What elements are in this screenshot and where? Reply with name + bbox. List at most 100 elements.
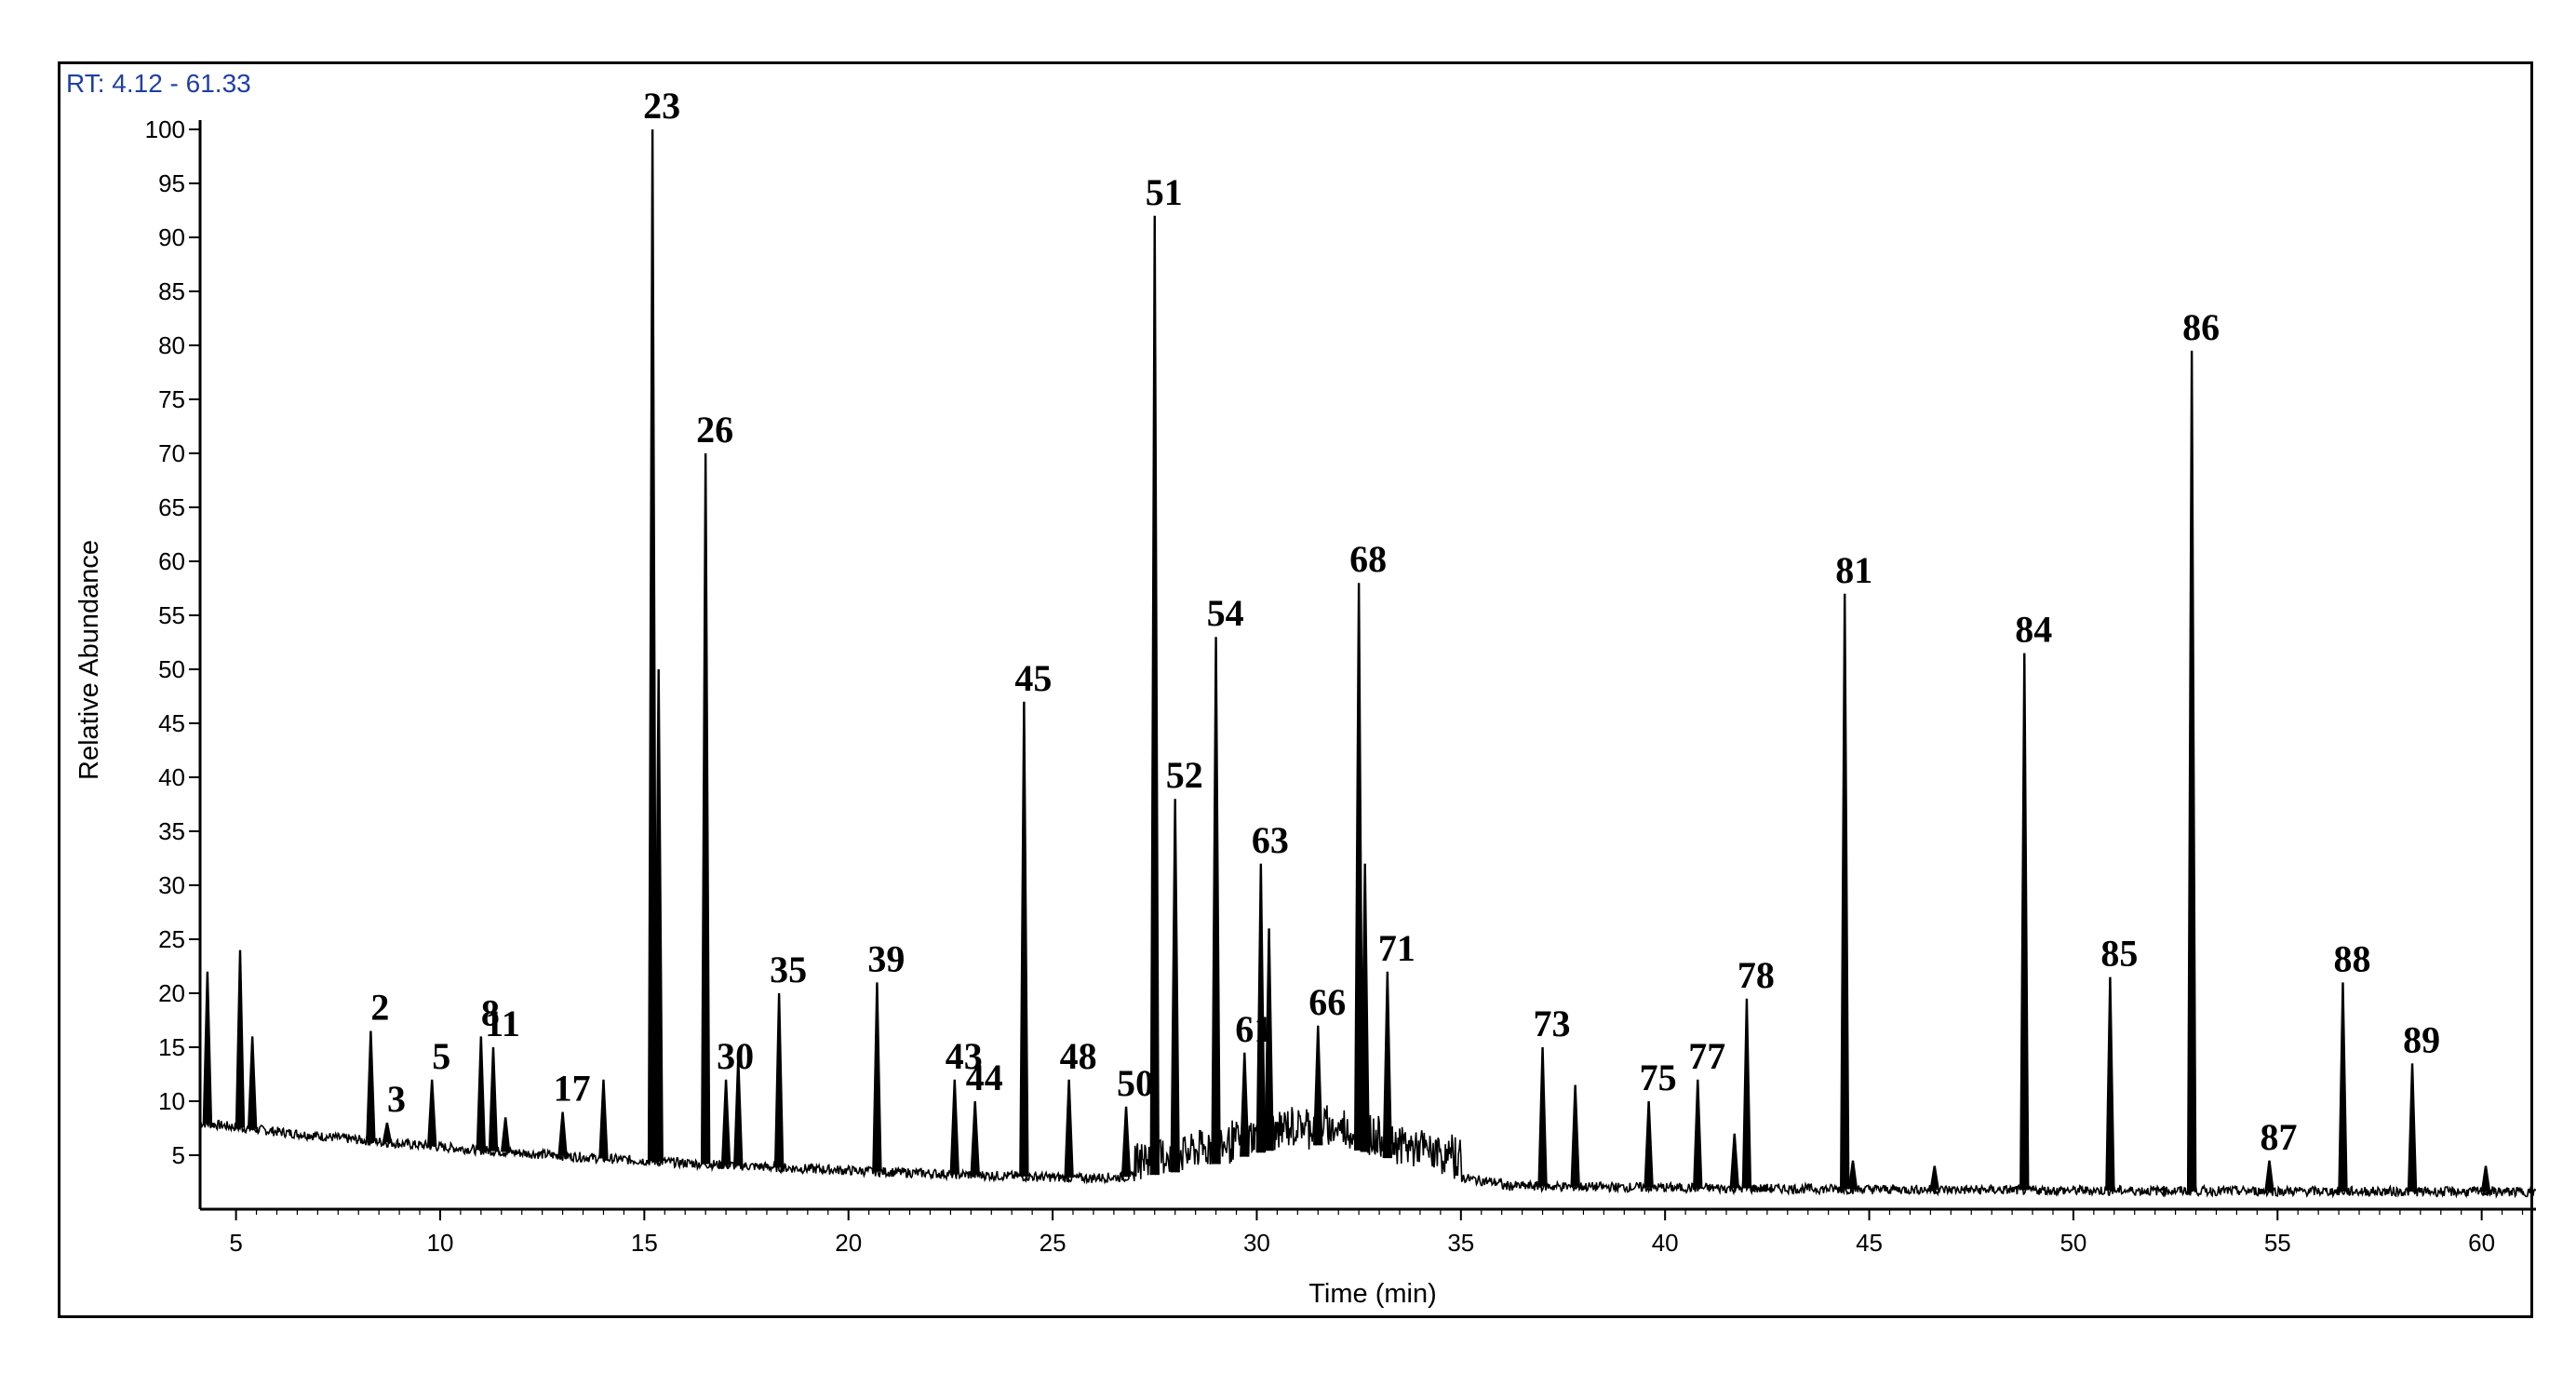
peak-mark bbox=[949, 1079, 959, 1175]
y-tick-label: 35 bbox=[158, 817, 185, 845]
rt-range-label: RT: 4.12 - 61.33 bbox=[66, 69, 251, 98]
peak-label: 73 bbox=[1534, 1003, 1571, 1044]
peak-mark bbox=[2019, 653, 2030, 1191]
peak-label: 5 bbox=[432, 1035, 450, 1077]
peak-mark bbox=[1353, 583, 1364, 1151]
peak-mark bbox=[1170, 799, 1180, 1173]
peak-label: 84 bbox=[2015, 609, 2052, 651]
peak-label: 45 bbox=[1014, 657, 1052, 699]
peak-label: 35 bbox=[770, 949, 807, 990]
x-tick-label: 30 bbox=[1243, 1229, 1270, 1257]
y-tick-label: 70 bbox=[158, 439, 185, 467]
x-tick-label: 20 bbox=[835, 1229, 862, 1257]
y-tick-label: 30 bbox=[158, 871, 185, 899]
peak-label: 26 bbox=[696, 409, 733, 451]
y-tick-label: 50 bbox=[158, 655, 185, 683]
y-tick-label: 90 bbox=[158, 223, 185, 251]
peak-mark bbox=[2480, 1165, 2491, 1192]
peak-mark bbox=[235, 949, 246, 1128]
peak-label: 81 bbox=[1835, 549, 1872, 591]
peak-label: 11 bbox=[485, 1003, 520, 1044]
peak-label: 50 bbox=[1117, 1062, 1154, 1104]
y-tick-label: 100 bbox=[145, 115, 185, 143]
peak-label: 75 bbox=[1640, 1057, 1677, 1098]
peak-mark bbox=[1693, 1079, 1703, 1189]
chromatogram-frame: RT: 4.12 - 61.33 5 10 15 20 25 30 35 40 45 50 55 60… bbox=[58, 61, 2536, 1318]
peak-label: 52 bbox=[1166, 754, 1203, 796]
peak-mark bbox=[1382, 971, 1393, 1159]
y-tick-label: 5 bbox=[172, 1141, 185, 1169]
peak-mark bbox=[1741, 998, 1752, 1189]
x-tick-label: 15 bbox=[631, 1229, 658, 1257]
peak-mark bbox=[2338, 982, 2348, 1192]
y-axis-title: Relative Abundance bbox=[74, 540, 104, 780]
y-tick-label: 15 bbox=[158, 1033, 185, 1061]
peak-mark bbox=[1537, 1046, 1548, 1187]
y-tick-label: 45 bbox=[158, 709, 185, 737]
peak-mark bbox=[2264, 1160, 2274, 1192]
peak-mark bbox=[366, 1030, 376, 1141]
y-tick-label: 85 bbox=[158, 277, 185, 305]
peak-label: 78 bbox=[1737, 954, 1775, 996]
x-tick-label: 10 bbox=[427, 1229, 454, 1257]
x-tick-label: 25 bbox=[1040, 1229, 1067, 1257]
peak-mark bbox=[1313, 1025, 1323, 1146]
peak-mark bbox=[247, 1036, 258, 1129]
peak-label: 77 bbox=[1688, 1035, 1725, 1077]
peak-label: 8 bbox=[481, 991, 500, 1033]
peak-mark bbox=[2186, 350, 2197, 1192]
x-tick-label: 35 bbox=[1447, 1229, 1474, 1257]
x-tick-label: 45 bbox=[1856, 1229, 1883, 1257]
peak-label: 66 bbox=[1308, 981, 1346, 1023]
peak-mark bbox=[970, 1100, 980, 1176]
y-tick-label: 40 bbox=[158, 763, 185, 791]
peak-label: 17 bbox=[554, 1068, 591, 1110]
peak-label: 2 bbox=[370, 987, 389, 1029]
y-tick-label: 75 bbox=[158, 385, 185, 413]
trace-group bbox=[199, 128, 2536, 1199]
peak-mark bbox=[773, 992, 785, 1168]
peak-mark bbox=[733, 1057, 744, 1166]
peak-mark bbox=[476, 1036, 487, 1151]
peak-mark bbox=[1644, 1100, 1654, 1188]
peak-label: 48 bbox=[1060, 1035, 1097, 1077]
peak-mark bbox=[1064, 1079, 1074, 1178]
peak-mark bbox=[488, 1046, 499, 1151]
peak-mark bbox=[1211, 637, 1221, 1165]
y-tick-label: 10 bbox=[158, 1087, 185, 1115]
peak-label: 87 bbox=[2261, 1116, 2298, 1158]
peak-label: 43 bbox=[946, 1035, 983, 1077]
peak-label: 71 bbox=[1378, 927, 1415, 969]
peak-mark bbox=[2105, 976, 2115, 1191]
x-tick-label: 50 bbox=[2059, 1229, 2086, 1257]
peak-mark bbox=[427, 1079, 437, 1147]
peak-mark bbox=[598, 1079, 609, 1159]
peak-mark bbox=[1360, 863, 1370, 1152]
peak-label: 44 bbox=[966, 1057, 1003, 1098]
x-tick-label: 40 bbox=[1652, 1229, 1679, 1257]
peak-mark bbox=[2407, 1063, 2418, 1192]
peak-mark bbox=[700, 452, 711, 1165]
peak-mark bbox=[1729, 1133, 1739, 1189]
peak-label: 3 bbox=[387, 1078, 406, 1120]
peak-label: 85 bbox=[2100, 933, 2138, 975]
peak-label: 63 bbox=[1252, 819, 1289, 861]
peak-mark bbox=[382, 1122, 393, 1143]
peak-mark bbox=[1120, 1106, 1132, 1178]
peak-mark bbox=[872, 982, 882, 1172]
y-tick-label: 65 bbox=[158, 493, 185, 521]
chromatogram-svg: RT: 4.12 - 61.33 51015202530354045505560… bbox=[66, 69, 2536, 1309]
peak-label: 39 bbox=[867, 937, 905, 979]
axes-group: 5101520253035404550556065707580859095100… bbox=[145, 115, 2536, 1257]
peak-label: 89 bbox=[2403, 1018, 2440, 1060]
x-tick-label: 5 bbox=[229, 1229, 242, 1257]
peak-mark bbox=[1847, 1160, 1858, 1190]
peak-mark bbox=[647, 128, 658, 1162]
peak-mark bbox=[720, 1079, 731, 1165]
y-tick-label: 25 bbox=[158, 925, 185, 953]
peak-label: 30 bbox=[717, 1035, 754, 1077]
peak-mark bbox=[1019, 701, 1029, 1177]
peak-mark bbox=[500, 1117, 511, 1152]
y-tick-label: 80 bbox=[158, 331, 185, 359]
